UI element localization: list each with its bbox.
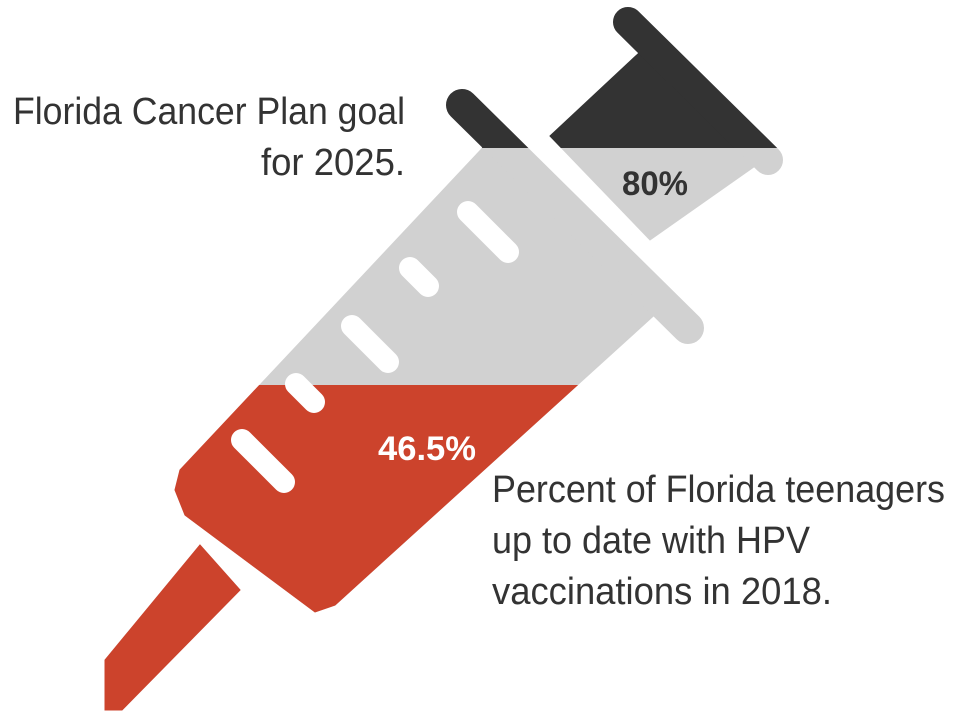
current-label: vaccinations in 2018.	[492, 571, 832, 613]
syringe	[105, 22, 778, 710]
current-label: up to date with HPV	[492, 520, 811, 562]
current-label: Percent of Florida teenagers	[492, 469, 945, 511]
current-value: 46.5%	[378, 430, 476, 468]
goal-label: for 2025.	[261, 142, 405, 184]
goal-value: 80%	[622, 165, 688, 203]
ticks	[231, 201, 519, 493]
goal-label: Florida Cancer Plan goal	[13, 91, 405, 133]
